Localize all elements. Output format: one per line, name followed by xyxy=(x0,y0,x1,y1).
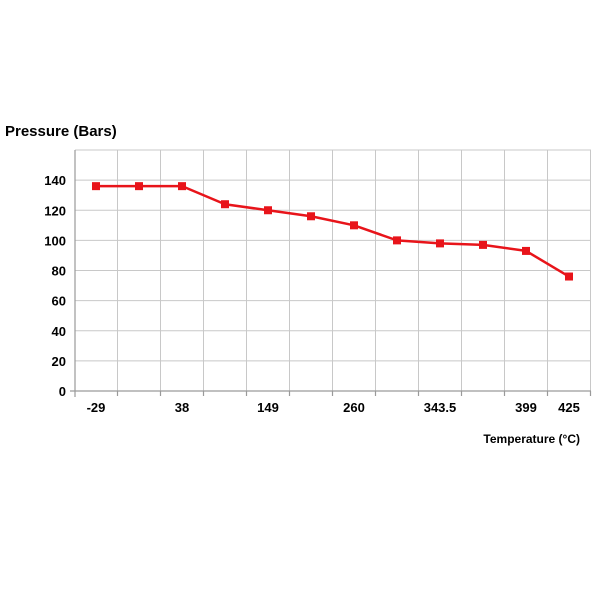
data-point-marker xyxy=(436,239,444,248)
x-tick-label: 260 xyxy=(343,400,365,415)
x-tick-label: 149 xyxy=(257,400,279,415)
grid xyxy=(75,149,591,391)
data-point-marker xyxy=(307,212,315,221)
series-layer xyxy=(92,182,573,281)
y-tick-label: 60 xyxy=(52,294,66,309)
x-axis-title: Temperature (°C) xyxy=(483,432,580,446)
data-point-marker xyxy=(92,182,100,191)
y-tick-label: 40 xyxy=(52,324,66,339)
axes xyxy=(70,150,592,397)
y-tick-label: 140 xyxy=(44,173,66,188)
x-tick-label: 38 xyxy=(175,400,189,415)
data-point-marker xyxy=(135,182,143,191)
x-tick-label: 343.5 xyxy=(424,400,457,415)
y-tick-label: 100 xyxy=(44,233,66,248)
y-tick-label: 0 xyxy=(59,384,66,399)
data-point-marker xyxy=(393,236,401,245)
series-line xyxy=(96,184,570,278)
data-point-marker xyxy=(221,200,229,209)
x-tick-label: 425 xyxy=(558,400,580,415)
data-point-marker xyxy=(522,246,530,255)
y-axis-title: Pressure (Bars) xyxy=(5,123,117,140)
data-point-marker xyxy=(565,272,573,281)
data-point-marker xyxy=(264,206,272,215)
y-tick-labels: 0 20 40 60 80 100 120 140 xyxy=(44,173,66,399)
y-tick-label: 80 xyxy=(52,264,66,279)
x-tick-labels: -29 38 149 260 343.5 399 425 xyxy=(87,400,580,415)
y-tick-label: 120 xyxy=(44,203,66,218)
x-tick-label: -29 xyxy=(87,400,106,415)
x-tick-label: 399 xyxy=(515,400,537,415)
y-tick-label: 20 xyxy=(52,354,66,369)
data-point-marker xyxy=(178,182,186,191)
data-point-marker xyxy=(479,240,487,249)
data-point-marker xyxy=(350,221,358,230)
